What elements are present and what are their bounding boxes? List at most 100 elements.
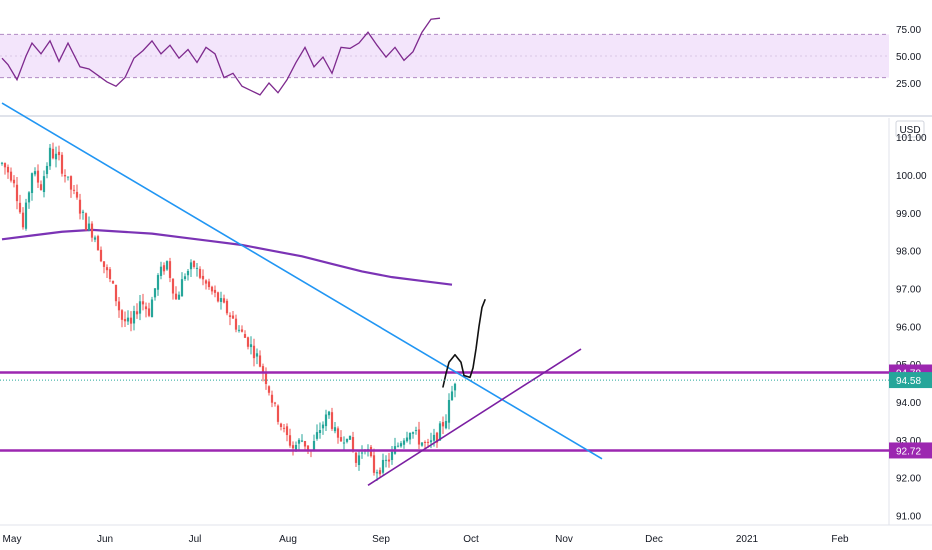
candle-body — [282, 427, 286, 429]
candle-body — [207, 281, 211, 288]
time-tick-label: May — [3, 534, 22, 545]
candle-body — [258, 355, 262, 367]
candle-body — [390, 451, 394, 460]
price-tick-label: 94.00 — [896, 398, 921, 409]
candle-body — [60, 154, 64, 174]
unit-box — [895, 120, 925, 138]
candle-body — [57, 151, 61, 156]
candle-body — [147, 308, 151, 316]
candle-body — [159, 266, 163, 276]
candle-body — [210, 286, 214, 292]
unit-label: USD — [899, 125, 920, 136]
rsi-tick-label: 25.00 — [896, 79, 921, 90]
level-badge — [889, 442, 932, 459]
candle-body — [318, 430, 322, 434]
candle-body — [351, 437, 355, 452]
candle-body — [195, 267, 199, 269]
price-tick-label: 96.00 — [896, 322, 921, 333]
candle-body — [201, 275, 205, 280]
candle-body — [90, 223, 94, 238]
candle-body — [171, 278, 175, 294]
price-tick-label: 97.00 — [896, 284, 921, 295]
candle-body — [84, 213, 88, 231]
price-tick-label: 91.00 — [896, 512, 921, 523]
candle-body — [216, 292, 220, 302]
candle-body — [225, 300, 229, 314]
candle-body — [138, 301, 142, 314]
rsi-panel: 75.00 50.00 25.00 — [0, 17, 921, 96]
candle-body — [267, 386, 271, 393]
candle-body — [231, 315, 235, 319]
candle-body — [336, 428, 340, 438]
candle-body — [213, 289, 217, 293]
candle-body — [69, 176, 73, 190]
candle-body — [378, 470, 382, 475]
candle-body — [447, 399, 451, 423]
candle-body — [27, 192, 31, 203]
candle-body — [249, 344, 253, 348]
candle-body — [180, 279, 184, 297]
price-panel[interactable] — [0, 102, 889, 486]
candle-body — [0, 162, 4, 164]
candle-body — [114, 284, 118, 302]
candle-body — [297, 439, 301, 444]
candle-body — [264, 373, 268, 385]
candle-body — [453, 383, 457, 391]
candle-body — [105, 267, 109, 271]
candle-body — [48, 147, 52, 167]
candle-body — [66, 176, 70, 178]
candle-body — [432, 434, 436, 441]
trendline[interactable] — [367, 348, 582, 486]
candle-body — [414, 430, 418, 432]
candle-body — [339, 437, 343, 442]
candle-body — [399, 443, 403, 447]
time-tick-label: Feb — [831, 534, 849, 545]
candle-body — [87, 223, 91, 231]
price-tick-label: 93.00 — [896, 436, 921, 447]
time-tick-label: Nov — [555, 534, 573, 545]
candle-body — [177, 294, 181, 300]
candle-body — [411, 432, 415, 434]
time-tick-label: Sep — [372, 534, 390, 545]
candle-body — [423, 441, 427, 443]
candle-body — [3, 163, 7, 168]
time-tick-label: Oct — [463, 534, 479, 545]
candle-body — [342, 442, 346, 444]
candle-body — [129, 317, 133, 324]
candle-body — [132, 311, 136, 324]
candle-body — [243, 334, 247, 338]
candle-body — [150, 299, 154, 318]
candle-body — [387, 459, 391, 462]
candle-body — [15, 184, 19, 202]
candle-body — [417, 429, 421, 445]
candle-body — [375, 472, 379, 474]
candle-body — [420, 442, 424, 446]
candle-body — [354, 452, 358, 463]
candle-body — [156, 275, 160, 290]
candle-body — [219, 298, 223, 302]
candle-body — [24, 202, 28, 229]
rsi-line — [1, 17, 441, 96]
candle-body — [261, 366, 265, 374]
price-axis[interactable]: USD 101.00100.0099.0098.0097.0096.0095.0… — [889, 120, 932, 523]
candle-body — [126, 317, 130, 322]
candle-body — [321, 424, 325, 429]
horizontal-levels — [0, 371, 889, 452]
candle-body — [255, 353, 259, 357]
trendline[interactable] — [1, 102, 603, 460]
time-axis[interactable]: May Jun Jul Aug Sep Oct Nov Dec 2021 Feb — [3, 534, 850, 545]
candle-body — [279, 423, 283, 427]
candle-body — [45, 165, 49, 175]
time-tick-label: Jul — [189, 534, 202, 545]
candle-body — [33, 171, 37, 175]
candle-body — [168, 261, 172, 278]
candle-body — [276, 405, 280, 422]
candles — [0, 142, 457, 482]
price-tick-label: 99.00 — [896, 209, 921, 220]
candle-body — [312, 440, 316, 451]
level-badge-label: 92.72 — [896, 446, 921, 457]
rsi-axis-ticks: 75.00 50.00 25.00 — [896, 25, 921, 90]
candle-body — [435, 432, 439, 443]
candle-body — [204, 280, 208, 284]
